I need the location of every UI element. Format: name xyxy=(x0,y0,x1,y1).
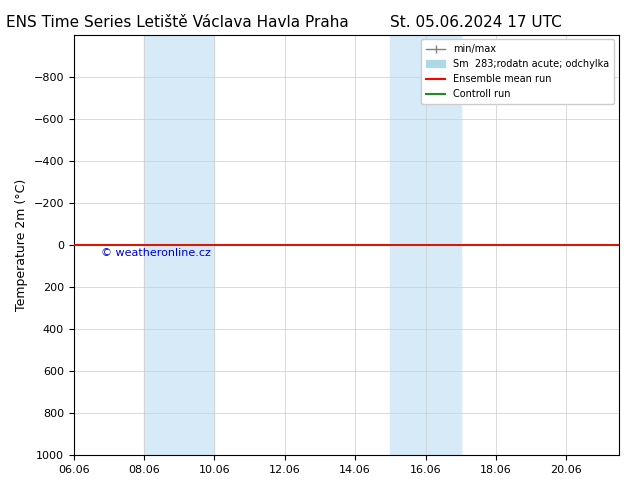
Y-axis label: Temperature 2m (°C): Temperature 2m (°C) xyxy=(15,179,28,311)
Bar xyxy=(391,35,461,455)
Bar xyxy=(144,35,214,455)
Text: St. 05.06.2024 17 UTC: St. 05.06.2024 17 UTC xyxy=(390,15,561,30)
Text: © weatheronline.cz: © weatheronline.cz xyxy=(101,247,211,258)
Text: ENS Time Series Letiště Václava Havla Praha: ENS Time Series Letiště Václava Havla Pr… xyxy=(6,15,349,30)
Legend: min/max, Sm  283;rodatn acute; odchylka, Ensemble mean run, Controll run: min/max, Sm 283;rodatn acute; odchylka, … xyxy=(421,40,614,104)
